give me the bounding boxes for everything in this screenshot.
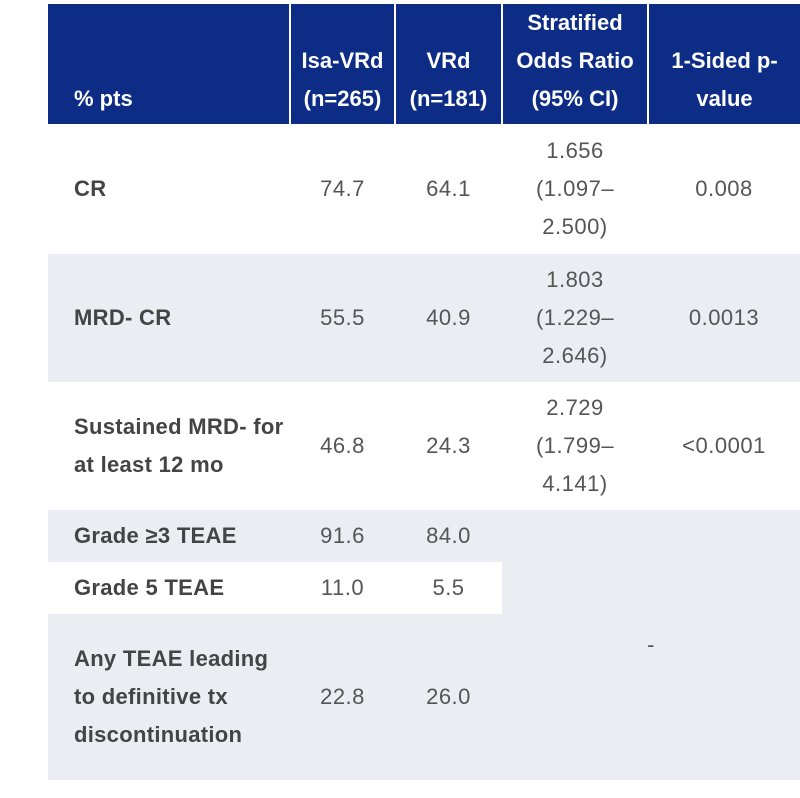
table-row: Grade 5 TEAE 11.0 5.5: [48, 562, 800, 614]
cell: 0.0013: [648, 254, 800, 382]
header-cell: % pts: [48, 4, 291, 124]
cell: 11.0: [290, 562, 395, 614]
cell: 46.8: [290, 382, 395, 510]
header-cell: VRd (n=181): [395, 4, 503, 124]
cell: 84.0: [395, 510, 502, 562]
table-row: MRD- CR 55.5 40.9 1.803 (1.229–2.646) 0.0013: [48, 254, 800, 382]
cell: 2.729 (1.799–4.141): [502, 382, 648, 510]
cell: 22.8: [290, 614, 395, 780]
table-row: Grade ≥3 TEAE 91.6 84.0-: [48, 510, 800, 780]
cell: 24.3: [395, 382, 502, 510]
cell: 55.5: [290, 254, 395, 382]
cell: 26.0: [395, 614, 502, 780]
header-cell: Isa-VRd (n=265): [290, 4, 396, 124]
merged-cell: -: [502, 510, 800, 780]
table-row: Any TEAE leading to definitive tx discon…: [48, 614, 800, 780]
cell: 1.803 (1.229–2.646): [502, 254, 648, 382]
row-label: MRD- CR: [48, 254, 290, 382]
cell: 91.6: [290, 510, 395, 562]
cell: <0.0001: [648, 382, 800, 510]
results-table: % pts Isa-VRd (n=265) VRd (n=181) Stratifie…: [48, 4, 800, 780]
header-row: % pts Isa-VRd (n=265) VRd (n=181) Stratifie…: [48, 4, 800, 124]
header-cell: 1-Sided p-value: [648, 4, 800, 124]
cell: 1.656 (1.097–2.500): [502, 124, 648, 254]
row-label: Any TEAE leading to definitive tx discon…: [48, 614, 290, 780]
cell: 64.1: [395, 124, 502, 254]
row-label: Grade ≥3 TEAE: [48, 510, 290, 562]
cell: 74.7: [290, 124, 395, 254]
row-label: CR: [48, 124, 290, 254]
cell: 5.5: [395, 562, 502, 614]
row-label: Sustained MRD- for at least 12 mo: [48, 382, 290, 510]
row-label: Grade 5 TEAE: [48, 562, 290, 614]
cell: 0.008: [648, 124, 800, 254]
table-row: Sustained MRD- for at least 12 mo 46.8 24.…: [48, 382, 800, 510]
cell: 40.9: [395, 254, 502, 382]
header-cell: Stratified Odds Ratio (95% CI): [502, 4, 649, 124]
table-row: CR 74.7 64.1 1.656 (1.097–2.500) 0.008: [48, 124, 800, 254]
